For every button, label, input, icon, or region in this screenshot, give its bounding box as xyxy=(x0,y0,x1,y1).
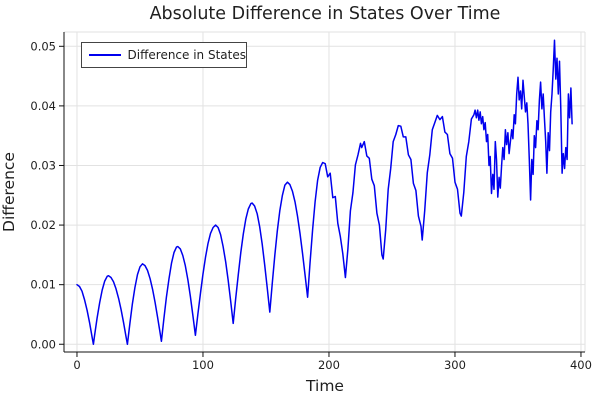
y-tick-label: 0.00 xyxy=(30,337,56,351)
legend: Difference in States xyxy=(81,42,247,68)
y-tick-label: 0.04 xyxy=(30,99,56,113)
x-tick-label: 200 xyxy=(318,358,340,372)
y-axis-label: Difference xyxy=(0,152,18,232)
series-line xyxy=(76,39,573,346)
chart-title: Absolute Difference in States Over Time xyxy=(150,4,501,24)
y-tick-label: 0.03 xyxy=(30,158,56,172)
x-tick-label: 400 xyxy=(570,358,592,372)
legend-line-swatch xyxy=(89,54,121,56)
legend-label: Difference in States xyxy=(127,48,246,62)
y-tick-label: 0.02 xyxy=(30,218,56,232)
x-tick-label: 100 xyxy=(192,358,214,372)
y-tick-label: 0.05 xyxy=(30,39,56,53)
x-tick-label: 300 xyxy=(444,358,466,372)
x-axis-label: Time xyxy=(305,377,344,395)
x-tick-label: 0 xyxy=(73,358,80,372)
y-tick-label: 0.01 xyxy=(30,278,56,292)
